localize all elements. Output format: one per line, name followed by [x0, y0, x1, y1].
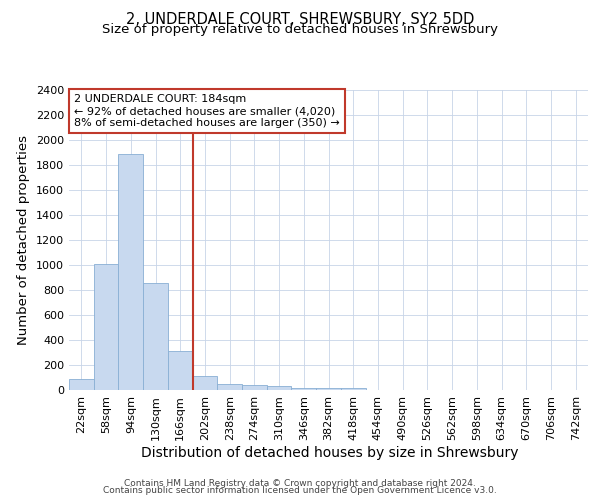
Bar — [242, 385, 267, 390]
Bar — [94, 264, 118, 390]
Y-axis label: Number of detached properties: Number of detached properties — [17, 135, 31, 345]
Bar — [217, 384, 242, 390]
Bar — [118, 154, 143, 390]
Bar — [341, 388, 365, 390]
Bar — [267, 386, 292, 390]
Bar — [316, 388, 341, 390]
Bar — [143, 282, 168, 390]
Text: 2 UNDERDALE COURT: 184sqm
← 92% of detached houses are smaller (4,020)
8% of sem: 2 UNDERDALE COURT: 184sqm ← 92% of detac… — [74, 94, 340, 128]
Bar — [292, 388, 316, 390]
Text: Contains HM Land Registry data © Crown copyright and database right 2024.: Contains HM Land Registry data © Crown c… — [124, 478, 476, 488]
Bar — [69, 380, 94, 390]
Text: Contains public sector information licensed under the Open Government Licence v3: Contains public sector information licen… — [103, 486, 497, 495]
Text: Size of property relative to detached houses in Shrewsbury: Size of property relative to detached ho… — [102, 24, 498, 36]
Bar — [193, 376, 217, 390]
Text: Distribution of detached houses by size in Shrewsbury: Distribution of detached houses by size … — [141, 446, 519, 460]
Bar — [168, 350, 193, 390]
Text: 2, UNDERDALE COURT, SHREWSBURY, SY2 5DD: 2, UNDERDALE COURT, SHREWSBURY, SY2 5DD — [126, 12, 474, 28]
